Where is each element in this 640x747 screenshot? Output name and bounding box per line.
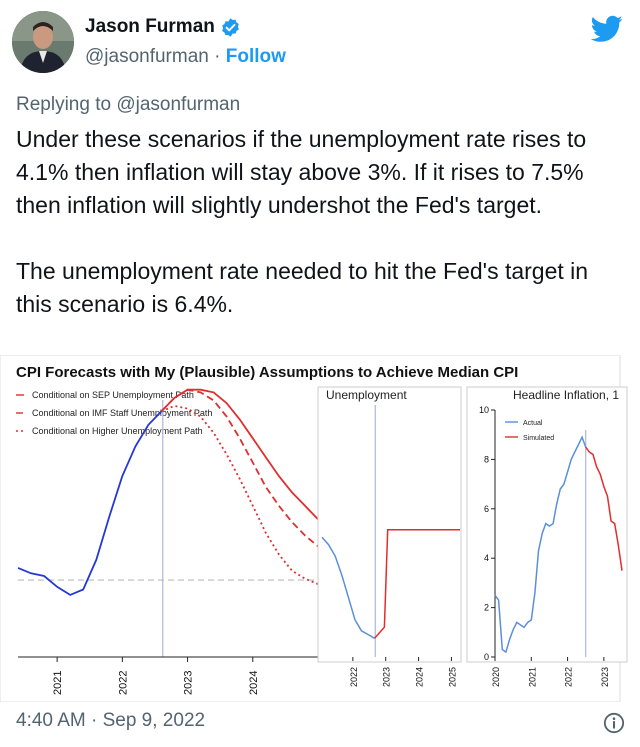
display-name-text[interactable]: Jason Furman	[85, 16, 215, 37]
tweet-paragraph: The unemployment rate needed to hit the …	[16, 258, 589, 317]
y-tick-label: 8	[484, 454, 489, 464]
x-tick-label: 2021	[527, 667, 537, 687]
x-tick-label: 2024	[248, 671, 260, 695]
unemployment-path-line	[374, 528, 460, 639]
display-name[interactable]: Jason Furman	[85, 16, 241, 38]
legend-label: Simulated	[523, 435, 554, 442]
y-tick-label: 2	[484, 603, 489, 613]
tweet-text: Under these scenarios if the unemploymen…	[16, 123, 626, 321]
y-tick-label: 6	[484, 504, 489, 514]
tweet-paragraph: Under these scenarios if the unemploymen…	[16, 126, 587, 218]
tweet-media-image[interactable]: CPI Forecasts with My (Plausible) Assump…	[0, 354, 640, 703]
follow-button[interactable]: Follow	[225, 46, 286, 67]
x-tick-label: 2025	[447, 667, 457, 687]
headline-inflation-panel: Headline Inflation, 1 0 2 4 6 8 10 Actual Simula…	[466, 386, 628, 687]
panel-frame	[317, 386, 462, 663]
twitter-bird-icon[interactable]	[591, 15, 623, 43]
inflation-simulated-line	[585, 446, 623, 571]
x-tick-label: 2022	[349, 667, 359, 687]
x-tick-label: 2023	[183, 671, 195, 695]
x-tick-label: 2023	[600, 667, 610, 687]
legend-label: Actual	[523, 420, 543, 427]
inflation-actual-line	[494, 435, 587, 654]
legend-label: Conditional on SEP Unemployment Path	[32, 390, 194, 400]
x-tick-label: 2024	[415, 667, 425, 687]
unemployment-panel: Unemployment 2022 2023 2024 2025	[317, 386, 462, 687]
imf-path-line	[160, 388, 319, 547]
history-line	[17, 410, 163, 596]
chart-title: CPI Forecasts with My (Plausible) Assump…	[16, 364, 518, 381]
unemployment-actual-line	[321, 536, 375, 639]
separator-dot: ·	[214, 46, 221, 67]
legend-label: Conditional on IMF Staff Unemployment Pa…	[32, 408, 212, 418]
tweet-header: Jason Furman @jasonfurman · Follow	[0, 0, 640, 90]
panel-title: Headline Inflation, 1	[513, 388, 619, 402]
verified-badge-icon	[222, 17, 239, 37]
avatar[interactable]	[12, 11, 74, 73]
handle-text[interactable]: @jasonfurman	[85, 46, 209, 67]
x-tick-label: 2022	[564, 667, 574, 687]
chart-figure: CPI Forecasts with My (Plausible) Assump…	[0, 354, 640, 703]
panel-title: Unemployment	[326, 388, 407, 402]
x-tick-label: 2020	[491, 667, 501, 687]
cpi-forecast-panel: CPI Forecasts with My (Plausible) Assump…	[16, 364, 518, 695]
handle-row: @jasonfurman · Follow	[85, 46, 286, 68]
timestamp[interactable]: 4:40 AM · Sep 9, 2022	[16, 710, 206, 731]
x-tick-label: 2022	[117, 671, 129, 695]
x-tick-label: 2023	[382, 667, 392, 687]
info-icon[interactable]	[603, 712, 625, 734]
y-tick-label: 4	[484, 553, 489, 563]
y-tick-label: 10	[479, 405, 489, 415]
x-tick-label: 2021	[52, 671, 64, 695]
higher-path-line	[161, 404, 319, 585]
reply-context[interactable]: Replying to @jasonfurman	[16, 94, 241, 115]
avatar-image	[12, 11, 74, 73]
legend-label: Conditional on Higher Unemployment Path	[32, 426, 203, 436]
y-tick-label: 0	[484, 652, 489, 662]
